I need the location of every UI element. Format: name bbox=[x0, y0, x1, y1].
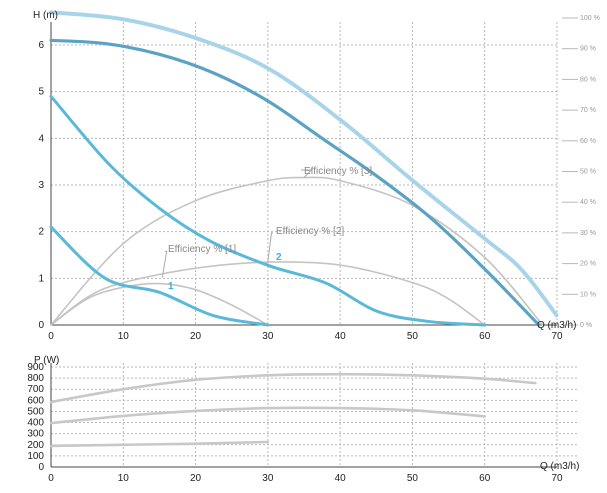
power-y-tick: 800 bbox=[27, 373, 44, 384]
power-y-tick: 700 bbox=[27, 384, 44, 395]
power-x-tick: 70 bbox=[551, 473, 563, 484]
efficiency-axis-tick: 0 % bbox=[580, 322, 592, 329]
curve-label-1: 1 bbox=[168, 281, 174, 292]
head-y-tick: 1 bbox=[38, 273, 44, 284]
head-x-tick: 50 bbox=[407, 331, 419, 342]
curve-envelope bbox=[49, 10, 559, 318]
power-y-tick: 400 bbox=[27, 418, 44, 429]
power-curve-p3 bbox=[49, 372, 537, 404]
efficiency-leader-line bbox=[301, 169, 313, 178]
head-x-tick: 20 bbox=[190, 331, 202, 342]
curve-h1 bbox=[49, 225, 270, 327]
efficiency-axis-tick: 80 % bbox=[580, 76, 596, 83]
power-y-tick: 200 bbox=[27, 440, 44, 451]
head-y-tick: 6 bbox=[38, 40, 44, 51]
head-y-tick: 5 bbox=[38, 87, 44, 98]
head-y-tick: 0 bbox=[38, 320, 44, 331]
power-x-tick: 60 bbox=[479, 473, 491, 484]
head-plot-curves: Efficiency % [1] Efficiency % [2] Efficien… bbox=[49, 10, 559, 327]
power-y-tick: 500 bbox=[27, 406, 44, 417]
head-x-tick: 60 bbox=[479, 331, 491, 342]
efficiency-leader-line bbox=[267, 232, 273, 263]
head-x-tick: 30 bbox=[262, 331, 274, 342]
efficiency-axis-tick: 30 % bbox=[580, 230, 596, 237]
head-plot-text: H (m) Q (m3/h) bbox=[33, 10, 576, 331]
efficiency-axis-tick: 70 % bbox=[580, 107, 596, 114]
power-axis-label: P (W) bbox=[34, 355, 59, 366]
efficiency-axis-tick: 20 % bbox=[580, 261, 596, 268]
curve-h3 bbox=[49, 38, 541, 327]
head-x-axis-label: Q (m3/h) bbox=[537, 320, 576, 331]
power-y-tick: 0 bbox=[38, 462, 44, 473]
curve-h2 bbox=[49, 94, 487, 327]
power-y-tick: 300 bbox=[27, 429, 44, 440]
power-x-tick: 0 bbox=[48, 473, 54, 484]
power-x-tick: 10 bbox=[118, 473, 130, 484]
curve-eff2 bbox=[50, 261, 486, 326]
efficiency-axis-tick: 40 % bbox=[580, 199, 596, 206]
power-x-tick: 30 bbox=[262, 473, 274, 484]
head-x-tick: 40 bbox=[335, 331, 347, 342]
efficiency-axis-tick: 60 % bbox=[580, 138, 596, 145]
head-y-tick: 4 bbox=[38, 133, 44, 144]
power-y-tick: 600 bbox=[27, 395, 44, 406]
efficiency-leader-line bbox=[161, 250, 168, 278]
efficiency-annotation: Efficiency % [2] bbox=[276, 226, 344, 237]
power-x-tick: 50 bbox=[407, 473, 419, 484]
power-y-tick: 900 bbox=[27, 362, 44, 373]
power-curve-p1 bbox=[49, 440, 270, 448]
power-x-tick: 20 bbox=[190, 473, 202, 484]
head-x-tick: 0 bbox=[48, 331, 54, 342]
power-plot-text: P (W) Q (m3/h) bbox=[34, 355, 579, 472]
efficiency-annotation: Efficiency % [1] bbox=[168, 244, 236, 255]
head-axis-label: H (m) bbox=[33, 10, 58, 21]
head-y-tick: 2 bbox=[38, 227, 44, 238]
head-x-tick: 10 bbox=[118, 331, 130, 342]
power-curve-p2 bbox=[49, 406, 486, 425]
power-plot-curves bbox=[49, 372, 537, 448]
head-y-tick: 3 bbox=[38, 180, 44, 191]
efficiency-axis-tick: 100 % bbox=[580, 15, 600, 22]
curve-eff1 bbox=[50, 282, 269, 326]
efficiency-axis-tick: 90 % bbox=[580, 46, 596, 53]
power-x-axis-label: Q (m3/h) bbox=[540, 461, 579, 472]
power-x-tick: 40 bbox=[335, 473, 347, 484]
efficiency-axis-tick: 10 % bbox=[580, 291, 596, 298]
efficiency-annotation: Efficiency % [3] bbox=[304, 166, 372, 177]
head-x-tick: 70 bbox=[551, 331, 563, 342]
power-y-tick: 100 bbox=[27, 451, 44, 462]
curve-label-2: 2 bbox=[276, 252, 282, 263]
efficiency-axis-tick: 50 % bbox=[580, 169, 596, 176]
